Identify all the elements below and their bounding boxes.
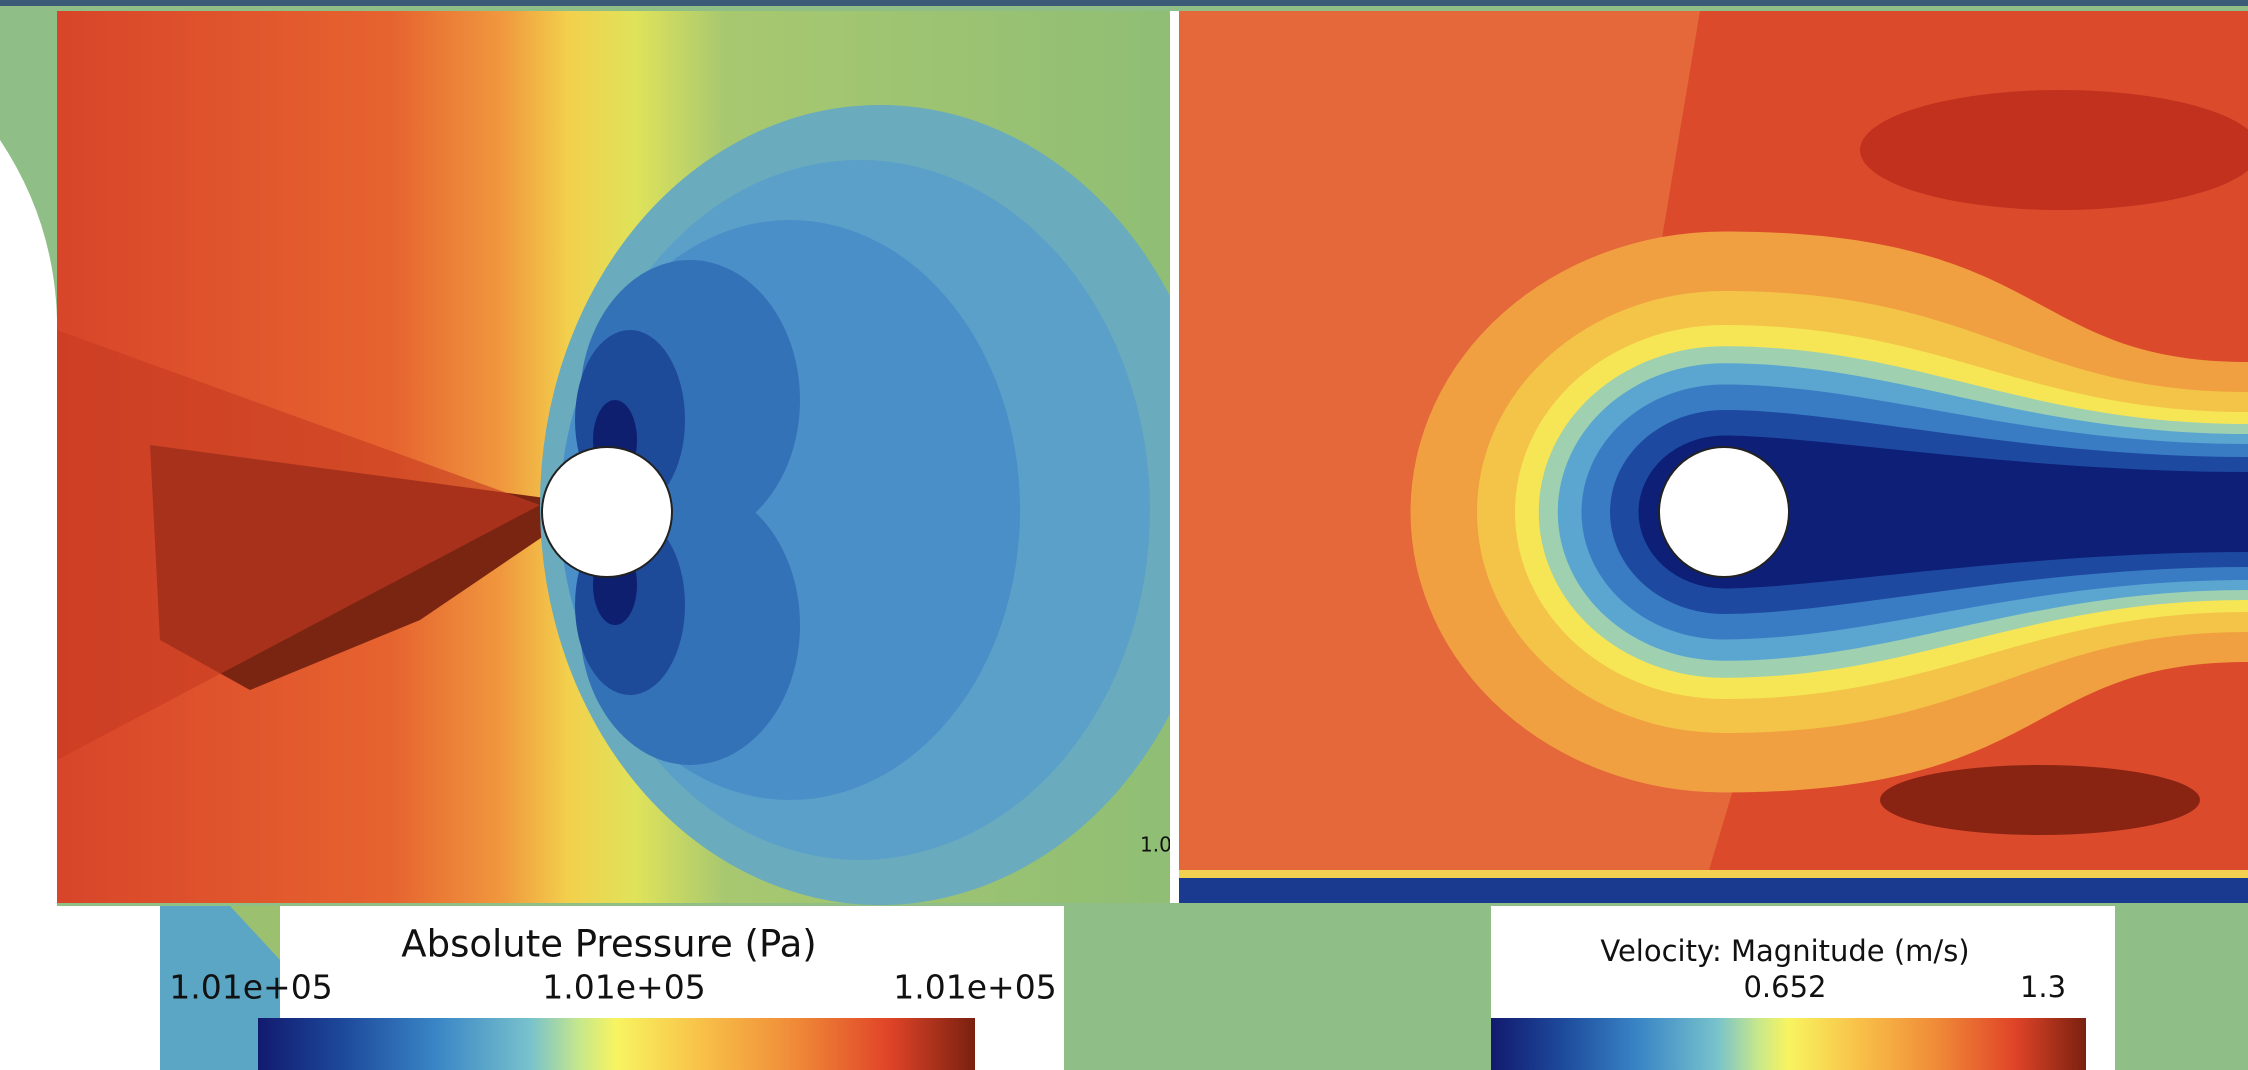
legend-tick: 1.01e+05: [893, 968, 1056, 1007]
colorbar: [1491, 1018, 2086, 1070]
contour-band: [1880, 765, 2200, 835]
legend-tick: 1.3: [2020, 970, 2066, 1004]
legend-title: Velocity: Magnitude (m/s): [1600, 934, 1969, 968]
legend-title: Absolute Pressure (Pa): [401, 923, 816, 966]
colorbar: [258, 1018, 975, 1070]
contour-band: [57, 330, 540, 760]
wake-bands: [1410, 231, 2248, 793]
legend-shadow: [230, 906, 280, 960]
contour-band: [1179, 878, 2248, 903]
pressure-legend: Absolute Pressure (Pa) 1.01e+05 1.01e+05…: [57, 906, 1064, 1070]
legend-tick: 1.01e+05: [542, 968, 705, 1007]
cylinder: [541, 446, 673, 578]
cylinder: [1658, 446, 1790, 578]
contour-band: [1860, 90, 2248, 210]
pressure-contour: 1.01e: [57, 11, 1220, 905]
contour-band: [1638, 435, 2248, 589]
legend-tick: 0.652: [1743, 970, 1826, 1004]
contour-band: [1179, 870, 2248, 880]
velocity-legend: Velocity: Magnitude (m/s) 0.652 1.3: [1491, 906, 2115, 1070]
panel-divider: [1170, 11, 1179, 903]
side-curve: [0, 140, 58, 1070]
top-border: [0, 0, 2248, 6]
velocity-contour: [1179, 11, 2248, 903]
legend-shadow: [160, 906, 280, 1070]
legend-tick: 1.01e+05: [169, 968, 332, 1007]
